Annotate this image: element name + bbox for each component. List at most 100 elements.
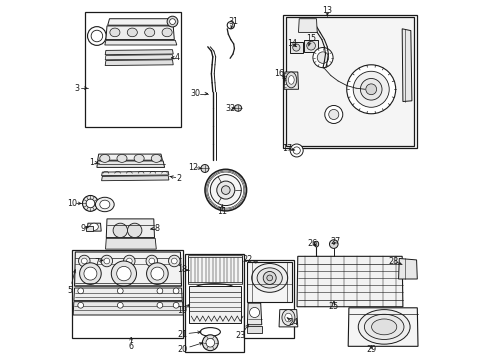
Polygon shape [279, 310, 297, 327]
Polygon shape [247, 262, 291, 302]
Text: 19: 19 [177, 306, 187, 315]
Text: 10: 10 [67, 199, 77, 208]
Text: 7: 7 [94, 258, 99, 266]
Ellipse shape [329, 240, 337, 248]
Ellipse shape [79, 255, 90, 267]
Text: 22: 22 [242, 255, 252, 264]
Ellipse shape [82, 195, 98, 211]
Ellipse shape [257, 268, 282, 288]
Ellipse shape [306, 41, 315, 50]
Ellipse shape [352, 71, 388, 107]
Ellipse shape [169, 19, 175, 24]
Ellipse shape [317, 52, 328, 63]
Polygon shape [105, 238, 156, 249]
Ellipse shape [266, 275, 272, 281]
Ellipse shape [123, 255, 135, 267]
Text: 24: 24 [287, 318, 298, 327]
Polygon shape [296, 256, 402, 307]
Bar [303, 40, 318, 52]
Ellipse shape [221, 186, 230, 194]
Ellipse shape [100, 154, 110, 162]
Ellipse shape [168, 255, 180, 267]
Ellipse shape [324, 105, 342, 123]
Ellipse shape [173, 288, 179, 294]
Text: 11: 11 [217, 207, 227, 216]
Polygon shape [73, 302, 183, 315]
Ellipse shape [117, 266, 131, 281]
Polygon shape [105, 50, 173, 55]
Ellipse shape [284, 313, 291, 322]
Ellipse shape [210, 175, 241, 206]
Ellipse shape [127, 28, 137, 37]
Text: 32: 32 [225, 104, 235, 113]
Ellipse shape [146, 255, 157, 267]
Polygon shape [74, 288, 182, 301]
Ellipse shape [346, 65, 395, 114]
Ellipse shape [134, 154, 144, 162]
Text: 8: 8 [155, 224, 160, 233]
Ellipse shape [144, 28, 154, 37]
Ellipse shape [80, 263, 101, 284]
Ellipse shape [251, 264, 287, 292]
Text: 6: 6 [128, 342, 133, 351]
Ellipse shape [358, 310, 409, 344]
Polygon shape [187, 282, 241, 284]
Ellipse shape [127, 223, 142, 238]
Text: 14: 14 [286, 40, 296, 49]
Bar [72, 250, 182, 338]
Ellipse shape [89, 223, 98, 230]
Text: 28: 28 [388, 256, 398, 265]
Bar [283, 15, 416, 148]
Ellipse shape [364, 314, 403, 339]
Text: 29: 29 [366, 345, 376, 354]
Ellipse shape [78, 302, 83, 308]
Text: 25: 25 [328, 302, 338, 311]
Bar [85, 12, 181, 127]
Polygon shape [105, 55, 173, 60]
Text: 20: 20 [177, 345, 187, 354]
Text: 17: 17 [282, 144, 291, 153]
Ellipse shape [104, 258, 109, 264]
Ellipse shape [117, 302, 123, 308]
Bar [244, 260, 294, 338]
Polygon shape [401, 29, 411, 102]
Ellipse shape [201, 165, 208, 172]
Bar [185, 254, 244, 352]
Polygon shape [105, 60, 173, 66]
Ellipse shape [173, 302, 179, 308]
Ellipse shape [360, 78, 381, 100]
Ellipse shape [78, 288, 83, 294]
Ellipse shape [110, 28, 120, 37]
Text: 2: 2 [176, 174, 181, 183]
Ellipse shape [285, 72, 296, 88]
Polygon shape [75, 252, 181, 286]
Polygon shape [98, 154, 162, 160]
Ellipse shape [171, 258, 177, 264]
Ellipse shape [91, 30, 102, 42]
Ellipse shape [86, 199, 95, 208]
Ellipse shape [371, 319, 396, 335]
Text: 31: 31 [228, 17, 238, 26]
Polygon shape [247, 303, 261, 325]
Ellipse shape [249, 307, 259, 318]
Text: 15: 15 [305, 34, 316, 43]
Polygon shape [398, 258, 416, 279]
Ellipse shape [289, 144, 303, 157]
Ellipse shape [151, 267, 163, 280]
Text: 23: 23 [235, 331, 245, 340]
Ellipse shape [87, 27, 106, 45]
Text: 9: 9 [81, 224, 85, 233]
Text: 16: 16 [274, 69, 284, 78]
Polygon shape [187, 255, 241, 257]
Ellipse shape [126, 258, 132, 264]
Polygon shape [187, 256, 241, 283]
Ellipse shape [149, 258, 154, 264]
Text: 3: 3 [75, 84, 80, 93]
Polygon shape [104, 40, 177, 45]
Text: 4: 4 [174, 53, 179, 62]
Text: 13: 13 [322, 5, 332, 14]
Text: 30: 30 [190, 89, 201, 98]
Text: 1: 1 [89, 158, 94, 167]
Polygon shape [97, 161, 164, 167]
Ellipse shape [202, 335, 218, 351]
